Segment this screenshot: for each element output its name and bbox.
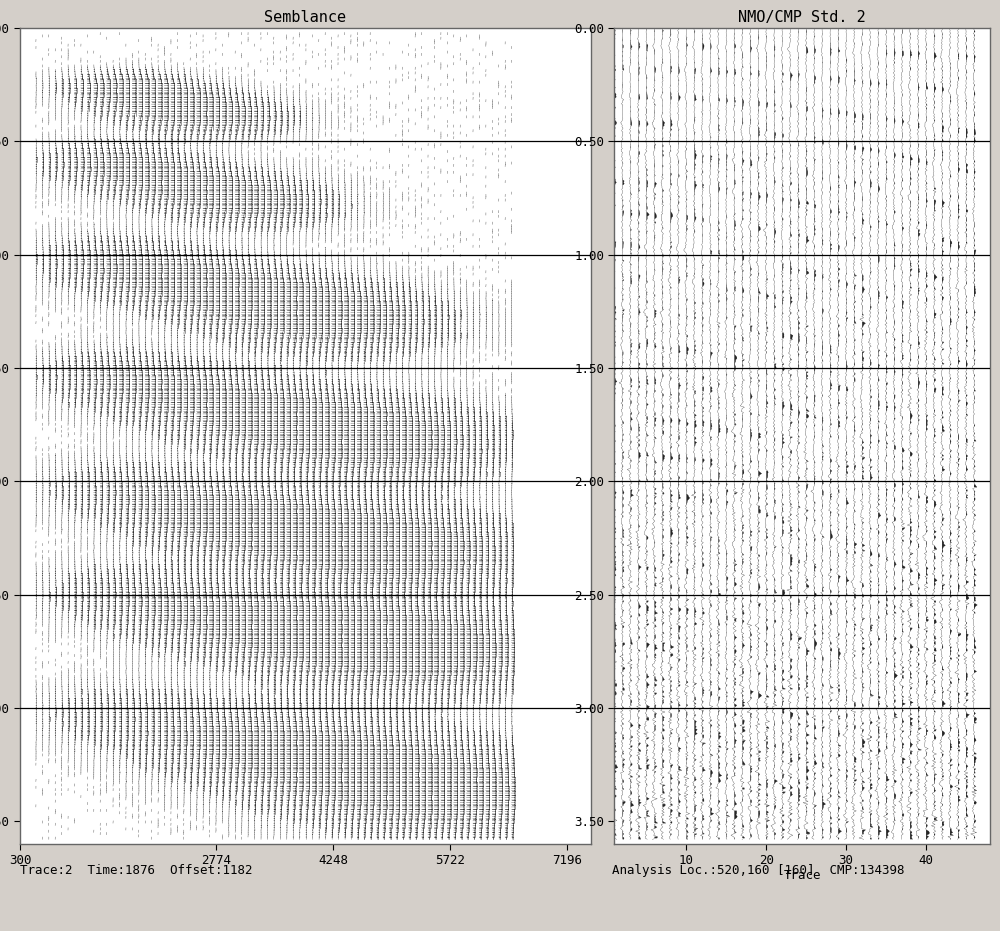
Text: Trace:2  Time:1876  Offset:1182: Trace:2 Time:1876 Offset:1182 (20, 864, 252, 877)
Text: Analysis Loc.:520,160 [160]  CMP:134398: Analysis Loc.:520,160 [160] CMP:134398 (612, 864, 904, 877)
X-axis label: Trace: Trace (783, 869, 821, 882)
Title: Semblance: Semblance (264, 10, 346, 25)
Title: NMO/CMP Std. 2: NMO/CMP Std. 2 (738, 10, 866, 25)
